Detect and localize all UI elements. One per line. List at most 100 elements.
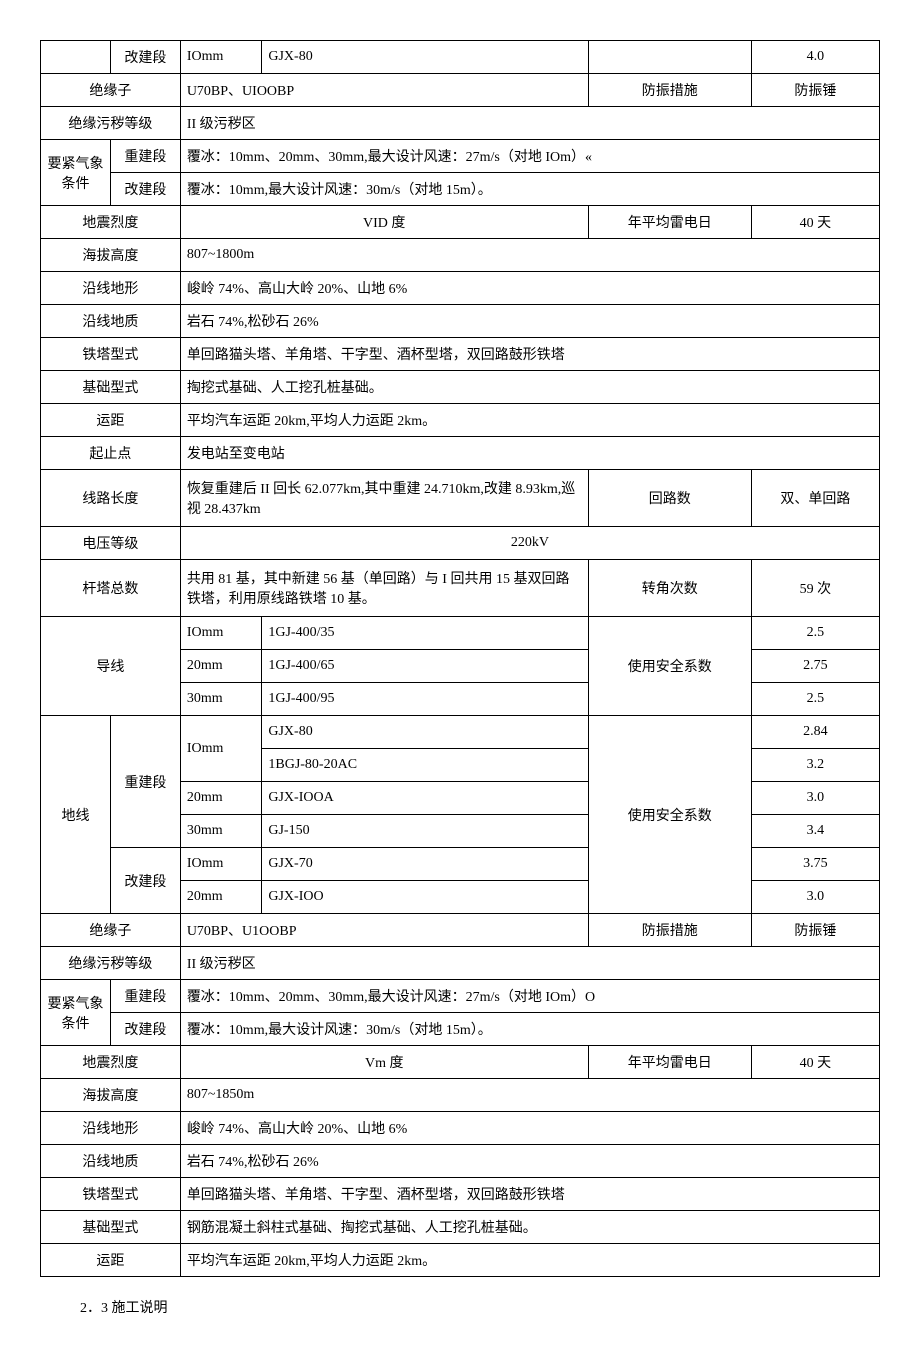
cell: II 级污秽区 (180, 107, 879, 140)
cell: 海拔高度 (41, 1079, 181, 1112)
table-row: 沿线地质岩石 74%,松砂石 26% (41, 1145, 880, 1178)
table-row: 电压等级 220kV (41, 527, 880, 560)
cell: 1BGJ-80-20AC (262, 749, 588, 782)
cell: 3.0 (751, 782, 879, 815)
cell: 1GJ-400/35 (262, 617, 588, 650)
table-row: 铁塔型式单回路猫头塔、羊角塔、干字型、酒杯型塔，双回路鼓形铁塔 (41, 338, 880, 371)
cell: IOmm (180, 617, 262, 650)
cell: 地震烈度 (41, 206, 181, 239)
cell: 岩石 74%,松砂石 26% (180, 1145, 879, 1178)
cell: U70BP、U1OOBP (180, 914, 588, 947)
table-row: 地震烈度 VID 度 年平均雷电日 40 天 (41, 206, 880, 239)
table-row: 基础型式钢筋混凝土斜柱式基础、掏挖式基础、人工挖孔桩基础。 (41, 1211, 880, 1244)
table-row: 运距平均汽车运距 20km,平均人力运距 2km。 (41, 404, 880, 437)
cell: 防振措施 (588, 914, 751, 947)
cell: 807~1800m (180, 239, 879, 272)
cell: 807~1850m (180, 1079, 879, 1112)
cell: 电压等级 (41, 527, 181, 560)
cell: 3.75 (751, 848, 879, 881)
cell: 单回路猫头塔、羊角塔、干字型、酒杯型塔，双回路鼓形铁塔 (180, 338, 879, 371)
cell: 要紧气象条件 (41, 140, 111, 206)
cell: 基础型式 (41, 371, 181, 404)
cell: 运距 (41, 1244, 181, 1277)
cell: 单回路猫头塔、羊角塔、干字型、酒杯型塔，双回路鼓形铁塔 (180, 1178, 879, 1211)
table-row: 运距平均汽车运距 20km,平均人力运距 2km。 (41, 1244, 880, 1277)
cell: 3.0 (751, 881, 879, 914)
cell: IOmm (180, 716, 262, 782)
cell: GJX-80 (262, 41, 588, 74)
cell: 1GJ-400/65 (262, 650, 588, 683)
cell: 回路数 (588, 470, 751, 527)
cell: 3.2 (751, 749, 879, 782)
cell: 要紧气象条件 (41, 980, 111, 1046)
table-row: 改建段 覆冰：10mm,最大设计风速：30m/s（对地 15m）。 (41, 173, 880, 206)
cell: 转角次数 (588, 560, 751, 617)
cell: 改建段 (110, 848, 180, 914)
cell: 防振措施 (588, 74, 751, 107)
table-row: 铁塔型式单回路猫头塔、羊角塔、干字型、酒杯型塔，双回路鼓形铁塔 (41, 1178, 880, 1211)
table-row: 绝缘子 U70BP、UIOOBP 防振措施 防振锤 (41, 74, 880, 107)
cell: 改建段 (110, 41, 180, 74)
cell: IOmm (180, 41, 262, 74)
table-row: 海拔高度807~1850m (41, 1079, 880, 1112)
table-row: 绝缘污秽等级 II 级污秽区 (41, 947, 880, 980)
cell: 平均汽车运距 20km,平均人力运距 2km。 (180, 1244, 879, 1277)
cell: 导线 (41, 617, 181, 716)
cell: GJX-70 (262, 848, 588, 881)
table-row: 改建段 覆冰：10mm,最大设计风速：30m/s（对地 15m）。 (41, 1013, 880, 1046)
cell: 20mm (180, 881, 262, 914)
cell: 地震烈度 (41, 1046, 181, 1079)
cell: 重建段 (110, 716, 180, 848)
cell: 平均汽车运距 20km,平均人力运距 2km。 (180, 404, 879, 437)
table-row: 改建段 IOmm GJX-80 4.0 (41, 41, 880, 74)
table-row: 沿线地质岩石 74%,松砂石 26% (41, 305, 880, 338)
table-row: 起止点发电站至变电站 (41, 437, 880, 470)
cell: 运距 (41, 404, 181, 437)
cell: 3.4 (751, 815, 879, 848)
table-row: 绝缘子 U70BP、U1OOBP 防振措施 防振锤 (41, 914, 880, 947)
cell: 4.0 (751, 41, 879, 74)
section-heading: 2．3 施工说明 (40, 1297, 880, 1317)
cell: 线路长度 (41, 470, 181, 527)
cell: 绝缘污秽等级 (41, 107, 181, 140)
table-row: 地震烈度 Vm 度 年平均雷电日 40 天 (41, 1046, 880, 1079)
cell: 绝缘子 (41, 74, 181, 107)
cell: 覆冰：10mm、20mm、30mm,最大设计风速：27m/s（对地 IOm）« (180, 140, 879, 173)
cell: 起止点 (41, 437, 181, 470)
cell: 沿线地质 (41, 305, 181, 338)
cell: 2.5 (751, 617, 879, 650)
cell: 改建段 (110, 1013, 180, 1046)
cell: 地线 (41, 716, 111, 914)
cell: 峻岭 74%、高山大岭 20%、山地 6% (180, 272, 879, 305)
cell: 共用 81 基，其中新建 56 基（单回路）与 I 回共用 15 基双回路铁塔，… (180, 560, 588, 617)
cell: GJ-150 (262, 815, 588, 848)
cell: 覆冰：10mm,最大设计风速：30m/s（对地 15m）。 (180, 1013, 879, 1046)
cell: Vm 度 (180, 1046, 588, 1079)
cell: 绝缘污秽等级 (41, 947, 181, 980)
cell: 2.84 (751, 716, 879, 749)
cell: 改建段 (110, 173, 180, 206)
table-row: 线路长度 恢复重建后 II 回长 62.077km,其中重建 24.710km,… (41, 470, 880, 527)
cell: 年平均雷电日 (588, 1046, 751, 1079)
spec-table: 改建段 IOmm GJX-80 4.0 绝缘子 U70BP、UIOOBP 防振措… (40, 40, 880, 1277)
cell: 绝缘子 (41, 914, 181, 947)
cell: 沿线地质 (41, 1145, 181, 1178)
cell: 20mm (180, 782, 262, 815)
table-row: 改建段 IOmm GJX-70 3.75 (41, 848, 880, 881)
cell: 铁塔型式 (41, 338, 181, 371)
cell: 防振锤 (751, 74, 879, 107)
cell: 1GJ-400/95 (262, 683, 588, 716)
table-row: 海拔高度807~1800m (41, 239, 880, 272)
table-row: 杆塔总数 共用 81 基，其中新建 56 基（单回路）与 I 回共用 15 基双… (41, 560, 880, 617)
cell: 沿线地形 (41, 272, 181, 305)
table-row: 要紧气象条件 重建段 覆冰：10mm、20mm、30mm,最大设计风速：27m/… (41, 980, 880, 1013)
table-row: 地线 重建段 IOmm GJX-80 使用安全系数 2.84 (41, 716, 880, 749)
cell: U70BP、UIOOBP (180, 74, 588, 107)
cell: 年平均雷电日 (588, 206, 751, 239)
cell: 使用安全系数 (588, 617, 751, 716)
cell: VID 度 (180, 206, 588, 239)
cell: 使用安全系数 (588, 716, 751, 914)
table-row: 沿线地形峻岭 74%、高山大岭 20%、山地 6% (41, 1112, 880, 1145)
cell: 恢复重建后 II 回长 62.077km,其中重建 24.710km,改建 8.… (180, 470, 588, 527)
cell: 海拔高度 (41, 239, 181, 272)
